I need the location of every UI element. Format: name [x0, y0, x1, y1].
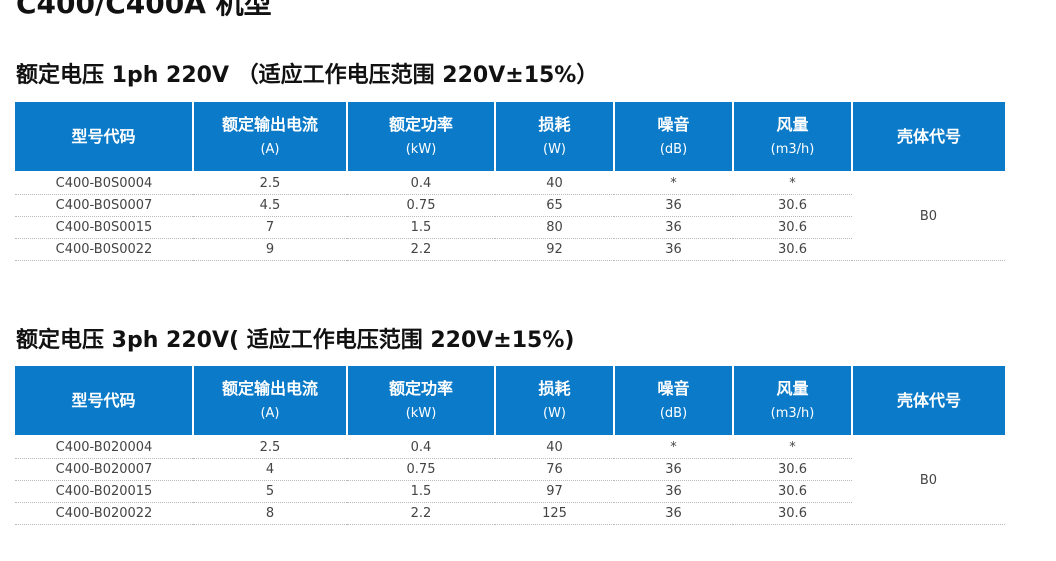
cell-loss: 40: [495, 435, 614, 459]
header-housing-code: 壳体代号: [852, 366, 1005, 435]
cell-power: 0.4: [347, 435, 495, 459]
cell-noise: 36: [614, 216, 733, 239]
cell-model: C400-B0S0007: [15, 194, 193, 217]
table-row: C400-B0S0007 4.5 0.75 65 36 30.6: [15, 194, 1005, 217]
cell-power: 0.75: [347, 194, 495, 217]
cell-loss: 76: [495, 458, 614, 481]
cell-noise: *: [614, 435, 733, 459]
cell-model: C400-B020004: [15, 435, 193, 459]
header-loss: 损耗 (W): [495, 102, 615, 171]
cell-power: 1.5: [347, 480, 495, 503]
cell-loss: 125: [495, 502, 614, 525]
cell-housing-code: B0: [852, 435, 1005, 525]
cell-noise: 36: [614, 480, 733, 503]
cell-power: 0.75: [347, 458, 495, 481]
cell-current: 4: [193, 458, 347, 481]
cell-model: C400-B020015: [15, 480, 193, 503]
table-row: C400-B020015 5 1.5 97 36 30.6: [15, 480, 1005, 503]
table-row: C400-B020022 8 2.2 125 36 30.6: [15, 502, 1005, 525]
header-airflow: 风量 (m3/h): [733, 366, 853, 435]
cell-current: 2.5: [193, 171, 347, 195]
cell-current: 5: [193, 480, 347, 503]
header-noise: 噪音 (dB): [614, 102, 734, 171]
cell-housing-code: B0: [852, 171, 1005, 261]
table-row: C400-B020004 2.5 0.4 40 * * B0: [15, 435, 1005, 525]
cell-current: 8: [193, 502, 347, 525]
header-model-code: 型号代码: [15, 366, 194, 435]
cell-airflow: 30.6: [733, 458, 852, 481]
cell-airflow: 30.6: [733, 502, 852, 525]
cell-current: 2.5: [193, 435, 347, 459]
cell-loss: 40: [495, 171, 614, 195]
cell-power: 2.2: [347, 238, 495, 261]
header-rated-power: 额定功率 (kW): [347, 102, 496, 171]
cell-airflow: 30.6: [733, 480, 852, 503]
cell-airflow: 30.6: [733, 238, 852, 261]
section-title-1ph: 额定电压 1ph 220V （适应工作电压范围 220V±15%）: [16, 63, 599, 88]
cell-noise: 36: [614, 458, 733, 481]
table-header-row: 型号代码 额定输出电流 (A) 额定功率 (kW) 损耗 (W) 噪音 (dB) 风量(…: [15, 102, 1005, 171]
cell-current: 9: [193, 238, 347, 261]
header-rated-power: 额定功率 (kW): [347, 366, 496, 435]
cell-model: C400-B0S0015: [15, 216, 193, 239]
section-title-3ph: 额定电压 3ph 220V( 适应工作电压范围 220V±15%): [16, 328, 575, 353]
table-row: C400-B0S0004 2.5 0.4 40 * * B0: [15, 171, 1005, 261]
cell-noise: 36: [614, 194, 733, 217]
header-loss: 损耗 (W): [495, 366, 615, 435]
header-rated-current: 额定输出电流 (A): [193, 366, 348, 435]
cell-noise: 36: [614, 502, 733, 525]
spec-table-1ph: 型号代码 额定输出电流 (A) 额定功率 (kW) 损耗 (W) 噪音 (dB) 风量(…: [15, 102, 1005, 261]
page-title: C400/C400A 机型: [16, 0, 272, 20]
cell-airflow: 30.6: [733, 194, 852, 217]
cell-airflow: *: [733, 435, 852, 459]
header-model-code: 型号代码: [15, 102, 194, 171]
table-header-row: 型号代码 额定输出电流 (A) 额定功率 (kW) 损耗 (W) 噪音 (dB) 风量(…: [15, 366, 1005, 435]
cell-loss: 92: [495, 238, 614, 261]
cell-power: 0.4: [347, 171, 495, 195]
cell-model: C400-B020007: [15, 458, 193, 481]
header-airflow: 风量 (m3/h): [733, 102, 853, 171]
cell-airflow: *: [733, 171, 852, 195]
cell-noise: *: [614, 171, 733, 195]
table-row: C400-B020007 4 0.75 76 36 30.6: [15, 458, 1005, 481]
cell-current: 4.5: [193, 194, 347, 217]
cell-loss: 80: [495, 216, 614, 239]
cell-airflow: 30.6: [733, 216, 852, 239]
cell-noise: 36: [614, 238, 733, 261]
cell-current: 7: [193, 216, 347, 239]
cell-power: 1.5: [347, 216, 495, 239]
cell-model: C400-B020022: [15, 502, 193, 525]
cell-model: C400-B0S0004: [15, 171, 193, 195]
table-row: C400-B0S0022 9 2.2 92 36 30.6: [15, 238, 1005, 261]
cell-model: C400-B0S0022: [15, 238, 193, 261]
header-rated-current: 额定输出电流 (A): [193, 102, 348, 171]
spec-table-3ph: 型号代码 额定输出电流 (A) 额定功率 (kW) 损耗 (W) 噪音 (dB) 风量(…: [15, 366, 1005, 525]
header-housing-code: 壳体代号: [852, 102, 1005, 171]
header-noise: 噪音 (dB): [614, 366, 734, 435]
table-row: C400-B0S0015 7 1.5 80 36 30.6: [15, 216, 1005, 239]
cell-power: 2.2: [347, 502, 495, 525]
cell-loss: 97: [495, 480, 614, 503]
cell-loss: 65: [495, 194, 614, 217]
